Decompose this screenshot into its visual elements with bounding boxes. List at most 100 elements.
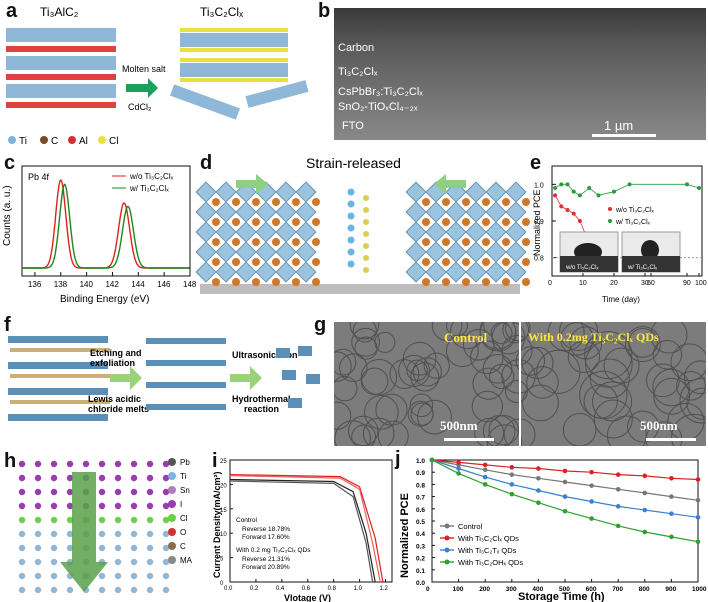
grain	[522, 384, 559, 422]
panel-j-point	[615, 472, 621, 477]
panel-c-xtick-label: 142	[105, 280, 119, 289]
panel-a-title-left: Ti₃AlC₂	[40, 5, 79, 19]
lattice-atom	[66, 460, 74, 468]
lattice-atom	[146, 460, 154, 468]
scale-label-right: 500nm	[640, 418, 678, 433]
step2b-line1: Hydrothermal	[232, 394, 291, 404]
lattice-atom	[130, 530, 138, 538]
process-arrow-2	[230, 366, 262, 390]
panel-j-xtick-label: 800	[639, 586, 650, 593]
panel-j-point	[695, 539, 701, 545]
c-legend-label: C	[51, 136, 58, 147]
a-site-cation	[422, 218, 430, 226]
panel-i-curve	[229, 474, 384, 583]
panel-g-grains	[334, 322, 706, 446]
lattice-atom	[34, 530, 42, 538]
lattice-atom	[50, 488, 58, 496]
panel-i-xtick-label: 0.8	[328, 586, 337, 592]
grain	[423, 352, 450, 379]
grain	[589, 358, 630, 399]
panel-e-point	[596, 193, 601, 198]
lattice-atom	[114, 460, 122, 468]
a-site-cation	[522, 238, 530, 246]
c-legend-dot	[40, 136, 48, 144]
octahedron	[445, 241, 467, 263]
grain	[652, 368, 690, 407]
panel-e-chart: Normalized PCE Time (day) 0.8 0.9 1.0 0 10 20…	[532, 165, 707, 304]
lattice-atom	[18, 544, 26, 552]
grain	[409, 393, 434, 418]
droplet-right	[641, 240, 659, 260]
scale-bar-label: 1 µm	[604, 118, 634, 133]
panel-e-point	[577, 193, 582, 198]
grain	[676, 370, 706, 401]
panel-a-diagram: Ti₃AlC₂ Ti₃C₂Clₓ Molten salt CdCl₂ Ti	[6, 5, 309, 147]
grain	[339, 353, 368, 382]
octahedron	[445, 221, 467, 243]
a-site-cation	[312, 278, 320, 286]
grain	[579, 370, 628, 420]
lattice-atom	[50, 460, 58, 468]
grain	[562, 413, 597, 446]
octahedron	[235, 261, 257, 283]
panel-j-point	[482, 474, 488, 480]
lattice-atom	[66, 530, 74, 538]
mxene-atom	[347, 260, 355, 268]
panel-i-xtick-label: 0.6	[302, 586, 311, 592]
panel-j-xtick-label: 300	[506, 586, 517, 593]
a-site-cation	[462, 218, 470, 226]
grain	[374, 331, 396, 353]
panel-j-point	[536, 500, 541, 505]
panel-i-curve	[229, 475, 381, 583]
a-site-cation	[272, 238, 280, 246]
inset-right-label: w/ Ti₃C₂Clₓ	[627, 265, 657, 271]
panel-e-legend-without: w/o Ti₃C₂Clₓ	[615, 207, 655, 214]
cl-legend-dot	[98, 136, 106, 144]
panel-j-point	[695, 515, 701, 520]
cl-atom	[363, 195, 369, 201]
lattice-atom	[34, 558, 42, 566]
ti3c2clx-structure	[170, 28, 309, 120]
octahedron	[196, 221, 217, 243]
panel-e-point	[571, 211, 576, 216]
panel-e-series-line	[554, 183, 700, 196]
grain	[362, 417, 395, 446]
panel-j-point	[589, 469, 594, 475]
octahedron	[425, 261, 447, 283]
octahedron	[215, 261, 237, 283]
arrow-top-label: Molten salt	[122, 64, 166, 74]
panel-j-xtick-label: 400	[532, 586, 543, 593]
octahedron	[235, 201, 257, 223]
lattice-atom	[162, 558, 170, 566]
step1-line2: exfoliation	[90, 358, 135, 368]
panel-j-ytick-label: 0.9	[416, 470, 425, 477]
cl-atom	[363, 243, 369, 249]
panel-e-xtick-label: 20	[610, 280, 618, 287]
octahedron	[196, 241, 217, 263]
panel-j-legend-dot	[444, 523, 450, 529]
lattice-atom	[114, 586, 122, 594]
step1b-line2: chloride melts	[88, 404, 149, 414]
panel-e-xlabel: Time (day)	[602, 295, 640, 304]
octahedron	[196, 261, 217, 283]
octahedron	[465, 181, 487, 203]
panel-e-point	[697, 186, 701, 190]
octahedron	[275, 261, 297, 283]
lattice-atom	[146, 474, 154, 482]
octahedron	[505, 241, 527, 263]
panel-e-legend-with: w/ Ti₃C₂Clₓ	[615, 219, 651, 226]
scale-bar	[592, 134, 656, 137]
a-site-cation	[312, 198, 320, 206]
octahedron	[255, 221, 277, 243]
a-site-cation	[212, 218, 220, 226]
panel-j-point	[615, 486, 621, 492]
grain	[653, 377, 691, 415]
panel-j-point	[456, 460, 461, 465]
panel-h-legend-dot	[168, 458, 176, 466]
grain	[364, 395, 399, 430]
panel-j-xtick-label: 100	[453, 586, 464, 593]
octahedron	[275, 181, 297, 203]
panel-e-point	[627, 182, 632, 187]
panel-c-xtick-label: 138	[54, 280, 68, 289]
lattice-atom	[130, 502, 138, 510]
